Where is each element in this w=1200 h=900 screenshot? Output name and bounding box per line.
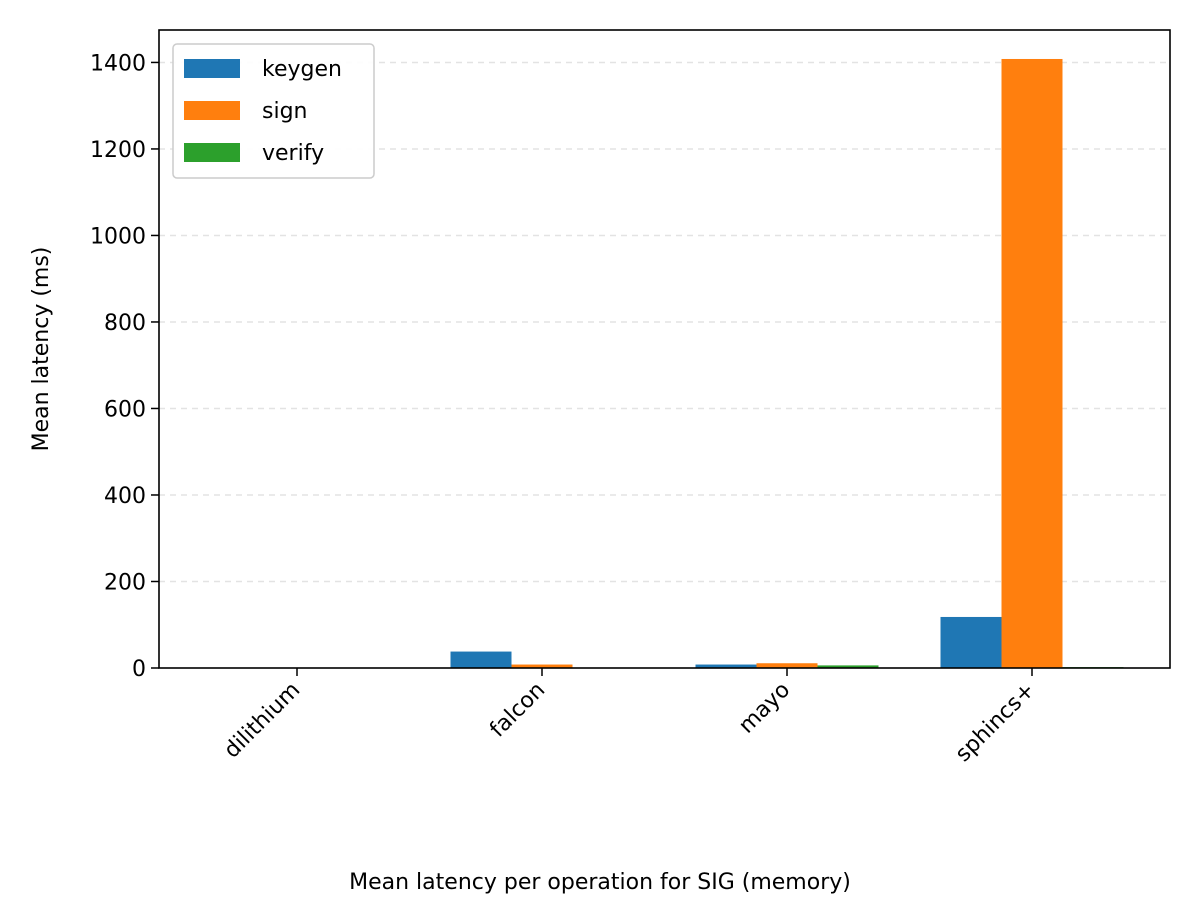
legend-label-verify: verify [262,141,324,166]
bars [205,58,1124,668]
legend-label-sign: sign [262,99,307,124]
bar-sign-sphincs+ [1001,58,1063,668]
bar-keygen-falcon [450,651,512,668]
bar-verify-mayo [817,665,879,668]
y-tick-label: 1200 [90,138,146,163]
y-tick-label: 800 [104,311,146,336]
legend-label-keygen: keygen [262,57,342,82]
y-axis-ticks: 0 200 400 600 800 1000 1200 1400 [90,51,159,682]
bar-keygen-sphincs+ [940,616,1002,668]
bar-sign-falcon [511,664,573,668]
y-tick-label: 200 [104,570,146,595]
legend: keygen sign verify [172,43,375,179]
bar-sign-mayo [756,663,818,668]
y-tick-label: 400 [104,484,146,509]
legend-swatch-keygen [184,59,240,78]
plot-area-frame [158,29,1171,669]
y-tick-label: 1400 [90,51,146,76]
legend-swatch-verify [184,143,240,162]
y-tick-label: 0 [132,657,146,682]
legend-swatch-sign [184,101,240,120]
x-axis-label: Mean latency per operation for SIG (memo… [349,870,851,895]
bar-keygen-mayo [695,664,757,668]
y-tick-label: 1000 [90,224,146,249]
y-axis-label: Mean latency (ms) [29,247,54,452]
y-tick-label: 600 [104,397,146,422]
